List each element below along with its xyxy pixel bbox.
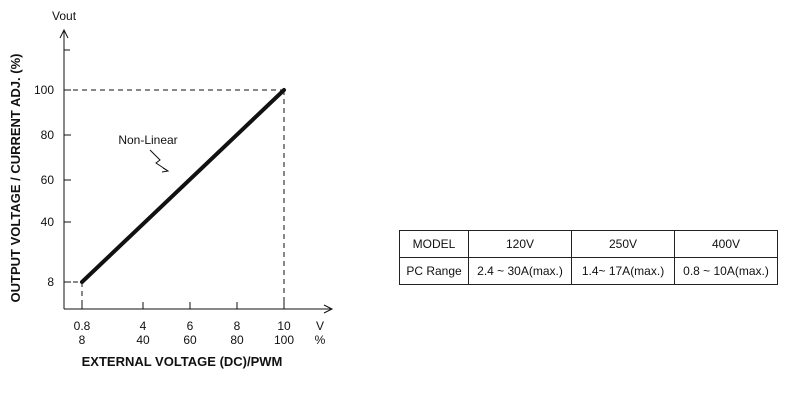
x-tick-label-volt: 0.8: [74, 319, 91, 333]
pc-range-table: MODEL 120V 250V 400V PC Range 2.4 ~ 30A(…: [399, 230, 778, 285]
annotation-label: Non-Linear: [118, 133, 177, 147]
table-header-cell: MODEL: [399, 230, 469, 258]
y-tick-label: 80: [41, 128, 55, 142]
y-tick-label: 60: [41, 173, 55, 187]
annotation-arrowhead: [161, 167, 170, 173]
axes: [59, 28, 334, 314]
y-ticks: 8 40 60 80 100: [34, 83, 71, 289]
table-cell: 0.8 ~ 10A(max.): [674, 257, 778, 285]
y-tick-label: 8: [47, 275, 54, 289]
x-tick-label-volt: 6: [187, 319, 194, 333]
table-cell: 2.4 ~ 30A(max.): [468, 257, 572, 285]
x-tick-label-percent: 60: [183, 333, 197, 347]
x-unit-percent: %: [315, 333, 326, 347]
y-axis-arrow: [59, 28, 69, 39]
y-unit-label: Vout: [52, 9, 77, 23]
x-unit-volt: V: [316, 319, 324, 333]
table-cell: PC Range: [399, 257, 469, 285]
x-axis-arrow: [323, 304, 334, 314]
series: [80, 88, 286, 284]
x-tick-label-volt: 8: [234, 319, 241, 333]
annotation-leader: [149, 149, 169, 172]
table-header-cell: 250V: [571, 230, 675, 258]
x-tick-label-percent: 100: [274, 333, 294, 347]
y-tick-label: 100: [34, 83, 54, 97]
table-header-cell: 120V: [468, 230, 572, 258]
x-tick-label-percent: 40: [136, 333, 150, 347]
x-tick-label-percent: 80: [230, 333, 244, 347]
y-axis-title: OUTPUT VOLTAGE / CURRENT ADJ. (%): [8, 54, 23, 303]
table-cell: 1.4~ 17A(max.): [571, 257, 675, 285]
table-row: PC Range 2.4 ~ 30A(max.) 1.4~ 17A(max.) …: [399, 257, 778, 285]
y-tick-label: 40: [41, 215, 55, 229]
table-header-cell: 400V: [674, 230, 778, 258]
x-tick-label-volt: 4: [140, 319, 147, 333]
x-axis-title: EXTERNAL VOLTAGE (DC)/PWM: [82, 354, 283, 369]
series-line: [80, 88, 286, 284]
annotation: Non-Linear: [118, 133, 178, 173]
table-header-row: MODEL 120V 250V 400V: [399, 230, 778, 258]
x-tick-label-percent: 8: [79, 333, 86, 347]
x-tick-label-volt: 10: [277, 319, 291, 333]
